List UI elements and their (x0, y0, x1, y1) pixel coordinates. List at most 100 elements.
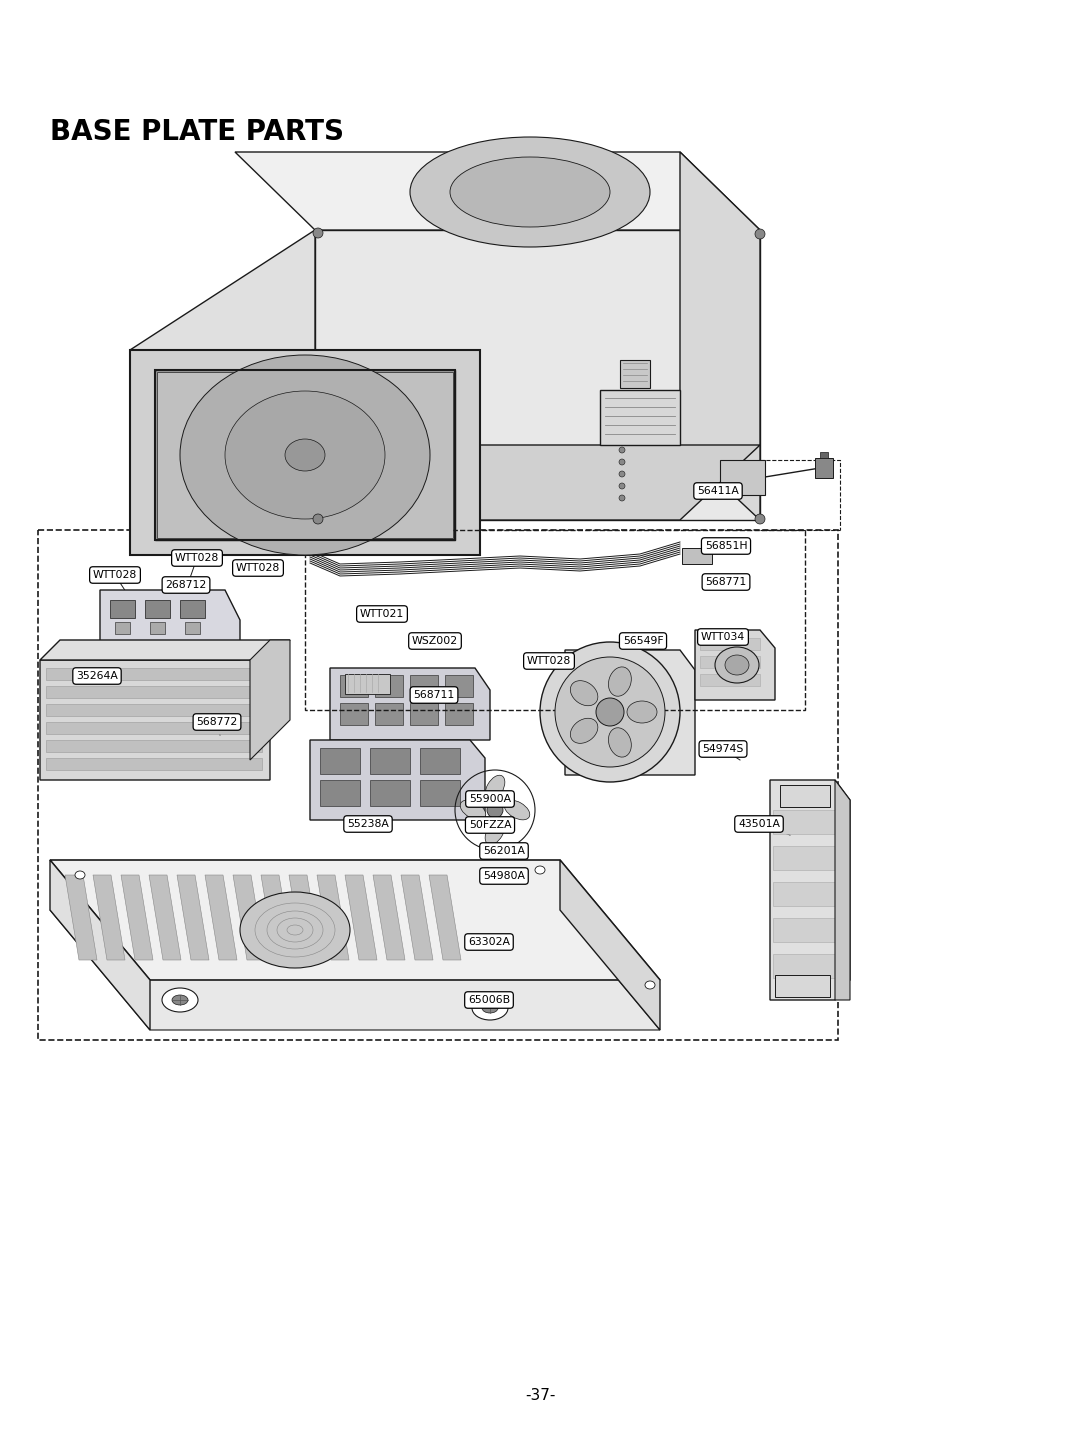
Ellipse shape (460, 800, 486, 820)
Ellipse shape (472, 996, 508, 1020)
Bar (773, 954, 835, 979)
Bar (46, 686, 262, 698)
Bar (773, 882, 835, 907)
Bar (156, 370, 455, 540)
Text: 50FZZA: 50FZZA (469, 820, 511, 830)
Bar (815, 458, 833, 478)
Ellipse shape (725, 655, 750, 675)
Bar (110, 600, 135, 617)
Polygon shape (149, 875, 181, 960)
Polygon shape (121, 875, 153, 960)
Polygon shape (233, 875, 265, 960)
Text: WTT028: WTT028 (235, 563, 280, 573)
Bar (46, 740, 262, 753)
Bar (706, 541, 726, 553)
Bar (410, 675, 438, 696)
Text: BASE PLATE PARTS: BASE PLATE PARTS (50, 118, 345, 145)
Ellipse shape (535, 866, 545, 873)
Bar (780, 786, 831, 807)
Ellipse shape (482, 1003, 498, 1013)
Ellipse shape (619, 471, 625, 476)
Bar (445, 704, 473, 725)
Polygon shape (330, 668, 490, 740)
Text: WSZ002: WSZ002 (411, 636, 458, 646)
Bar (773, 918, 835, 943)
Ellipse shape (715, 648, 759, 684)
Polygon shape (93, 875, 125, 960)
Ellipse shape (504, 800, 530, 820)
Text: 55238A: 55238A (347, 819, 389, 829)
Ellipse shape (162, 989, 198, 1012)
Bar (38, 530, 838, 1040)
Ellipse shape (619, 448, 625, 453)
Polygon shape (680, 153, 760, 519)
Ellipse shape (627, 701, 657, 722)
Bar (681, 548, 712, 564)
Ellipse shape (485, 776, 504, 800)
Bar (185, 622, 200, 635)
Polygon shape (50, 861, 660, 980)
Bar (340, 675, 368, 696)
Ellipse shape (570, 681, 598, 705)
Bar (773, 846, 835, 871)
Text: 63302A: 63302A (468, 937, 510, 947)
Text: 54980A: 54980A (483, 871, 525, 881)
Polygon shape (130, 350, 480, 555)
Polygon shape (40, 661, 270, 780)
Polygon shape (205, 875, 237, 960)
Ellipse shape (410, 137, 650, 248)
Bar (420, 748, 460, 774)
Polygon shape (261, 875, 293, 960)
Text: 56549F: 56549F (623, 636, 663, 646)
Ellipse shape (450, 157, 610, 227)
Bar (375, 704, 403, 725)
Polygon shape (696, 630, 775, 699)
Ellipse shape (755, 229, 765, 239)
Polygon shape (130, 230, 315, 519)
Bar (320, 780, 360, 806)
Ellipse shape (225, 391, 384, 519)
Polygon shape (157, 373, 453, 538)
Text: 56201A: 56201A (483, 846, 525, 856)
Bar (46, 668, 262, 681)
Ellipse shape (285, 439, 325, 471)
Polygon shape (100, 590, 240, 661)
Ellipse shape (645, 981, 654, 989)
Polygon shape (429, 875, 461, 960)
Polygon shape (50, 861, 150, 1030)
Ellipse shape (608, 666, 632, 696)
Ellipse shape (540, 642, 680, 781)
Polygon shape (561, 861, 660, 1030)
Text: 568771: 568771 (705, 577, 746, 587)
Text: 43501A: 43501A (738, 819, 780, 829)
Polygon shape (565, 650, 696, 776)
Ellipse shape (596, 698, 624, 727)
Polygon shape (310, 740, 485, 820)
Ellipse shape (570, 718, 598, 744)
Polygon shape (156, 370, 455, 540)
Bar (46, 758, 262, 770)
Ellipse shape (180, 355, 430, 555)
Polygon shape (345, 875, 377, 960)
Bar (370, 748, 410, 774)
Ellipse shape (313, 514, 323, 524)
Bar (700, 656, 760, 668)
Ellipse shape (619, 459, 625, 465)
Bar (700, 637, 760, 650)
Bar (46, 704, 262, 717)
Text: 55900A: 55900A (469, 794, 511, 804)
Ellipse shape (619, 484, 625, 489)
Ellipse shape (75, 871, 85, 879)
Polygon shape (235, 153, 760, 230)
Polygon shape (177, 875, 210, 960)
Bar (775, 976, 831, 997)
Bar (340, 704, 368, 725)
Bar (820, 452, 828, 458)
Text: 568711: 568711 (414, 689, 455, 699)
Bar (320, 748, 360, 774)
Polygon shape (835, 780, 850, 1000)
Text: WTT028: WTT028 (175, 553, 219, 563)
Ellipse shape (240, 892, 350, 968)
Bar (773, 810, 835, 835)
Bar (114, 622, 130, 635)
